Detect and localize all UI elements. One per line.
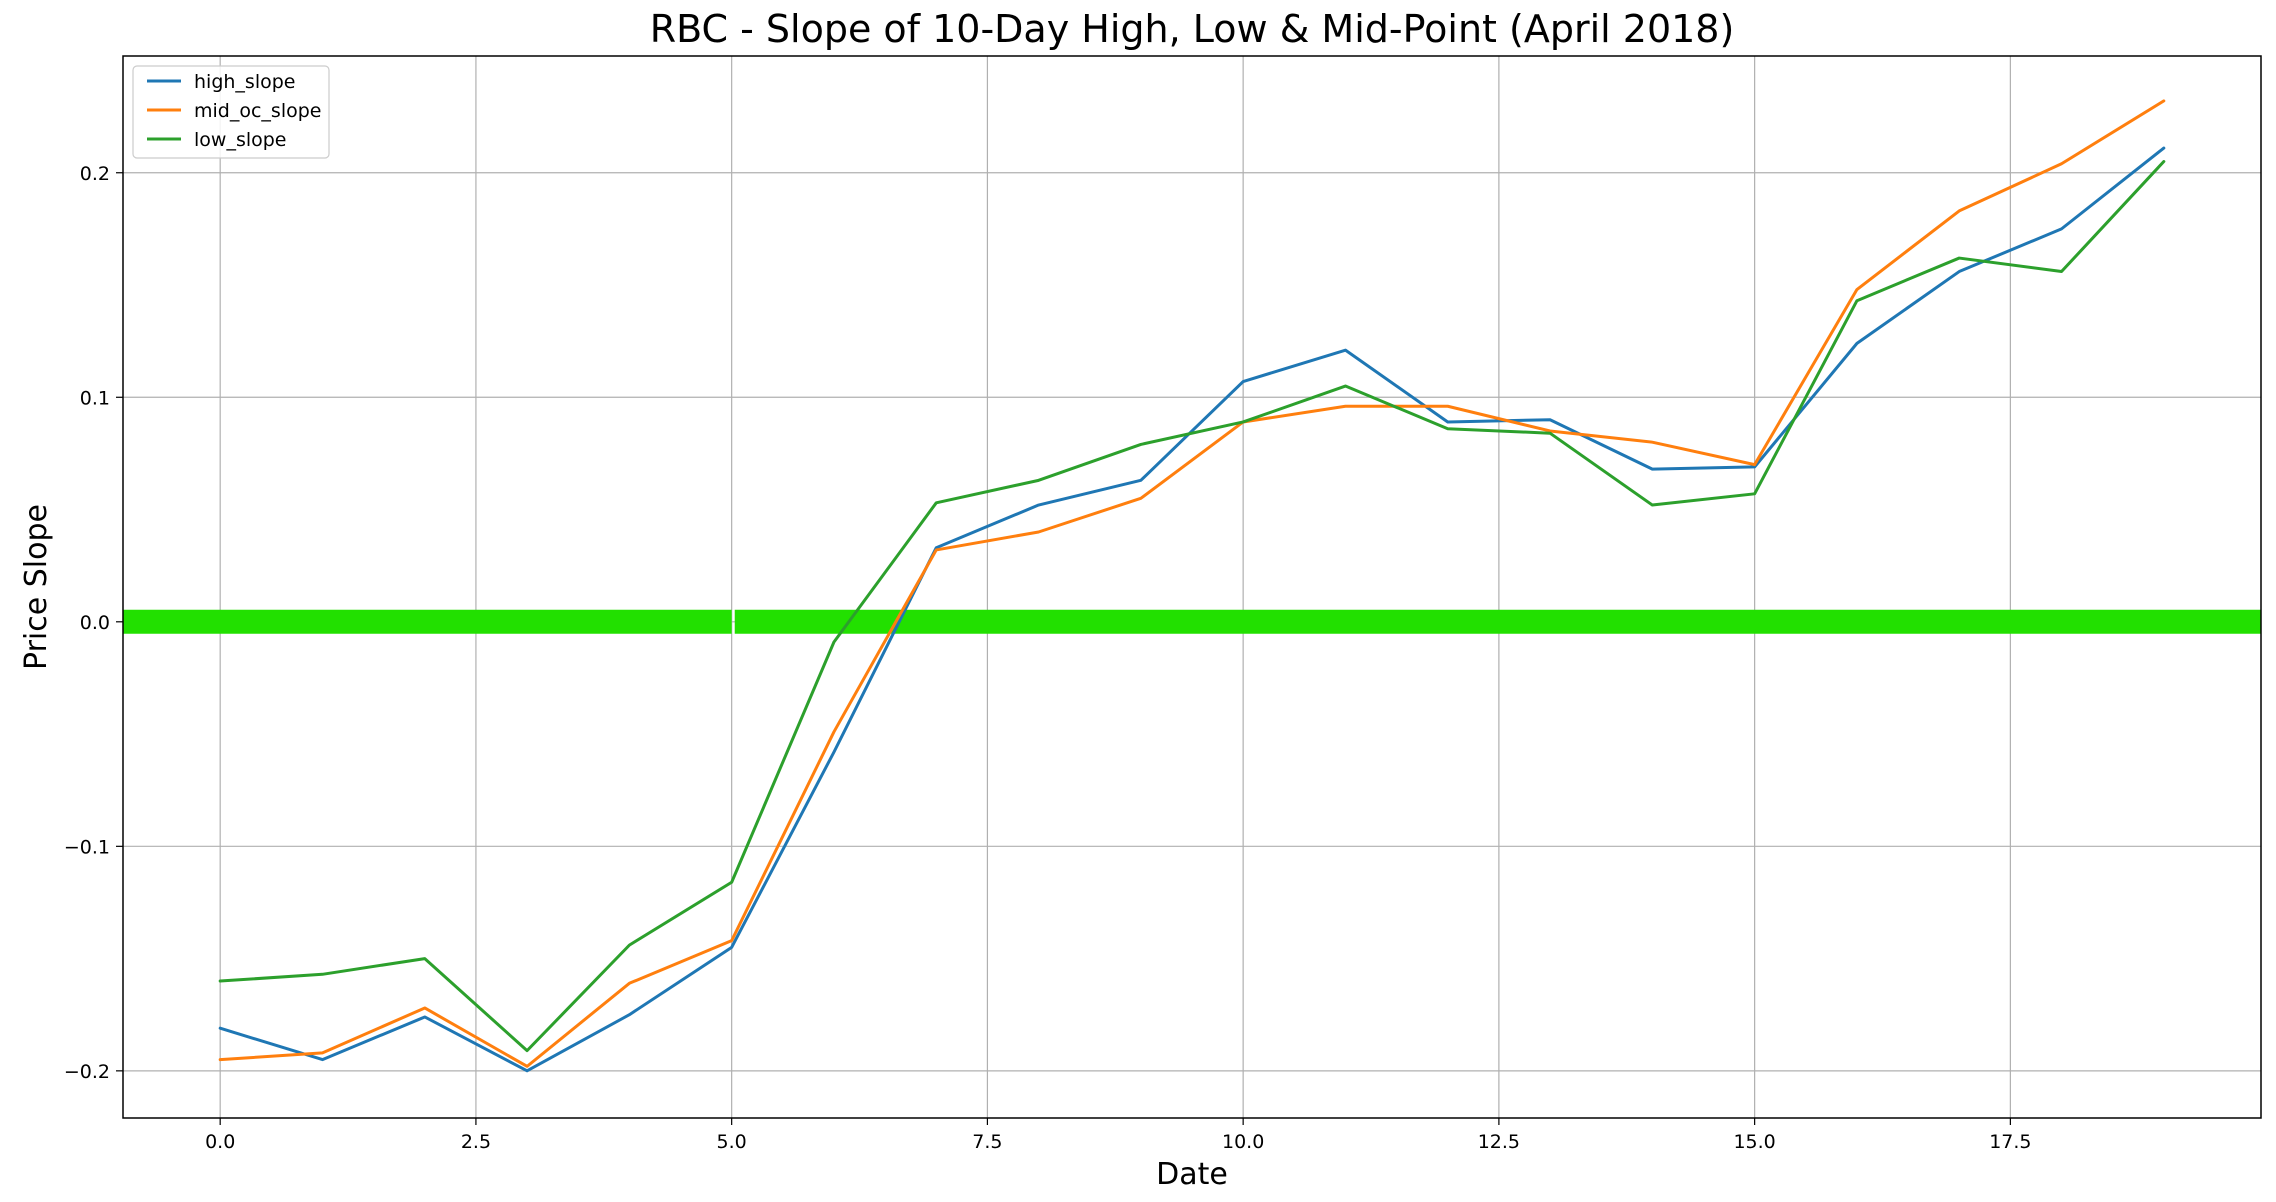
y-tick-label: 0.1 <box>80 387 110 409</box>
x-tick-label: 15.0 <box>1733 1131 1775 1153</box>
x-tick-label: 2.5 <box>461 1131 491 1153</box>
y-tick-label: 0.0 <box>80 612 110 634</box>
legend-box <box>132 65 330 159</box>
chart-title: RBC - Slope of 10-Day High, Low & Mid-Po… <box>650 7 1735 51</box>
x-tick-label: 12.5 <box>1478 1131 1520 1153</box>
legend: high_slope mid_oc_slope low_slope <box>132 65 330 159</box>
x-axis-label: Date <box>1156 1157 1228 1192</box>
series-lines <box>218 99 2166 1073</box>
axis-ticks: 0.0 2.5 5.0 7.5 10.0 12.5 15.0 17.5 −0.2 −0.1 0.0 0… <box>64 163 2032 1153</box>
y-axis-label: Price Slope <box>19 504 54 670</box>
legend-label-low-slope: low_slope <box>194 129 287 151</box>
x-tick-label: 10.0 <box>1222 1131 1264 1153</box>
series-line-mid-oc-slope <box>218 99 2166 1068</box>
legend-label-high-slope: high_slope <box>194 71 295 93</box>
x-tick-label: 0.0 <box>205 1131 235 1153</box>
x-tick-label: 5.0 <box>717 1131 747 1153</box>
legend-label-mid-oc-slope: mid_oc_slope <box>194 100 321 122</box>
y-tick-label: −0.1 <box>64 836 110 858</box>
y-tick-label: −0.2 <box>64 1061 110 1083</box>
x-tick-label: 7.5 <box>972 1131 1002 1153</box>
series-line-high-slope <box>218 146 2166 1073</box>
series-line-low-slope <box>218 160 2166 1053</box>
y-tick-label: 0.2 <box>80 163 110 185</box>
plot-area-frame <box>122 55 2262 1119</box>
x-tick-label: 17.5 <box>1989 1131 2031 1153</box>
